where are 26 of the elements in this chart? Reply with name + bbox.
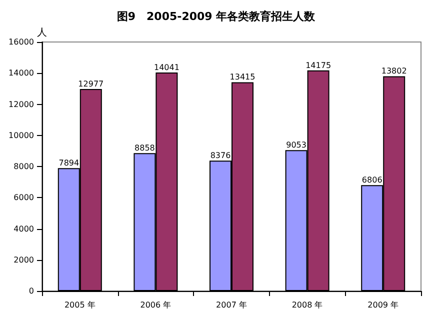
data-label: 14175 <box>306 60 332 70</box>
y-tick-label: 10000 <box>8 130 34 140</box>
x-tick-label: 2005 年 <box>64 300 96 310</box>
y-tick-label: 14000 <box>8 68 34 78</box>
y-tick-label: 16000 <box>8 38 34 46</box>
y-tick-label: 6000 <box>14 193 34 202</box>
data-label: 13802 <box>381 66 407 76</box>
y-axis-title: 人 <box>37 28 47 39</box>
x-tick-label: 2009 年 <box>368 300 399 310</box>
x-tick-label: 2007 年 <box>216 300 247 310</box>
y-tick-label: 12000 <box>8 100 34 109</box>
x-tick-label: 2008 年 <box>292 300 323 310</box>
y-tick-label: 4000 <box>14 224 34 234</box>
data-label: 7894 <box>58 158 80 168</box>
chart-title: 图9 2005-2009 年各类教育招生人数 <box>116 10 316 23</box>
data-label: 13415 <box>230 72 256 82</box>
x-tick-label: 2006 年 <box>140 300 172 310</box>
data-label: 9053 <box>286 140 306 150</box>
data-label: 6806 <box>362 176 382 185</box>
data-label: 14041 <box>154 62 180 72</box>
y-tick-label: 8000 <box>14 162 34 171</box>
data-label: 8858 <box>134 144 155 153</box>
data-label: 12977 <box>78 80 104 89</box>
y-tick-label: 0 <box>28 286 34 296</box>
y-tick-label: 2000 <box>14 255 34 264</box>
data-label: 8376 <box>210 151 231 160</box>
